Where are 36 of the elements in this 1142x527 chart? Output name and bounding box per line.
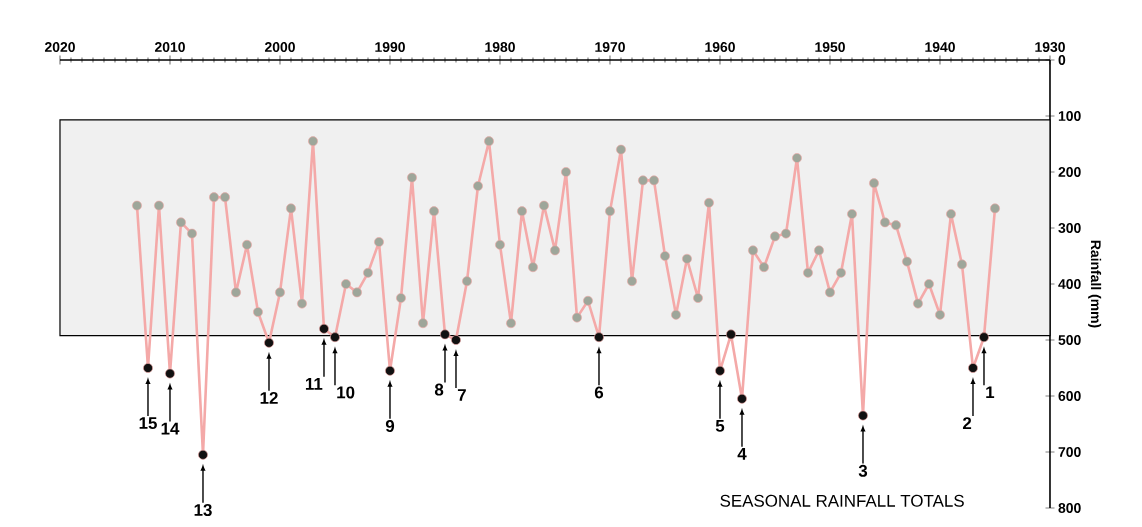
- annotation: 11: [305, 378, 323, 390]
- x-tick-label: 1940: [925, 42, 955, 52]
- x-tick-label: 2000: [264, 42, 295, 52]
- annotation: 3: [858, 464, 868, 477]
- y-tick-label: 400: [1058, 279, 1081, 289]
- annotation: 13: [194, 504, 212, 517]
- annotation: 14: [161, 422, 180, 435]
- annotation: 8: [434, 383, 444, 396]
- annotation: 7: [457, 389, 466, 401]
- y-tick-label: 100: [1058, 111, 1081, 121]
- annotation: 2: [962, 417, 972, 430]
- y-tick-label: 500: [1058, 335, 1081, 345]
- x-tick-label: 1970: [595, 42, 625, 52]
- y-tick-label: 600: [1058, 391, 1081, 401]
- annotation: 5: [715, 420, 725, 432]
- x-tick-label: 1960: [705, 42, 735, 52]
- y-tick-label: 700: [1058, 447, 1081, 457]
- y-tick-label: 800: [1058, 503, 1081, 513]
- annotation: 4: [737, 448, 747, 460]
- annotation: 9: [385, 420, 395, 432]
- y-axis-title: Rainfall (mm): [1088, 240, 1102, 328]
- annotation: 6: [594, 386, 604, 399]
- x-tick-label: 1930: [1035, 42, 1065, 52]
- y-tick-label: 300: [1058, 223, 1081, 233]
- x-tick-label: 1990: [375, 42, 405, 52]
- x-tick-label: 1980: [485, 42, 515, 52]
- y-tick-label: 200: [1058, 167, 1081, 177]
- annotation: 1: [986, 386, 995, 399]
- x-tick-label: 2010: [154, 42, 185, 52]
- x-tick-label: 2020: [44, 42, 75, 52]
- text: SEASONAL RAINFALL TOTALS: [720, 494, 964, 507]
- annotation: 15: [139, 417, 157, 430]
- annotation: 12: [260, 392, 278, 404]
- y-tick-label: 0: [1058, 55, 1066, 65]
- annotation: 10: [337, 386, 355, 399]
- x-tick-label: 1950: [815, 42, 845, 52]
